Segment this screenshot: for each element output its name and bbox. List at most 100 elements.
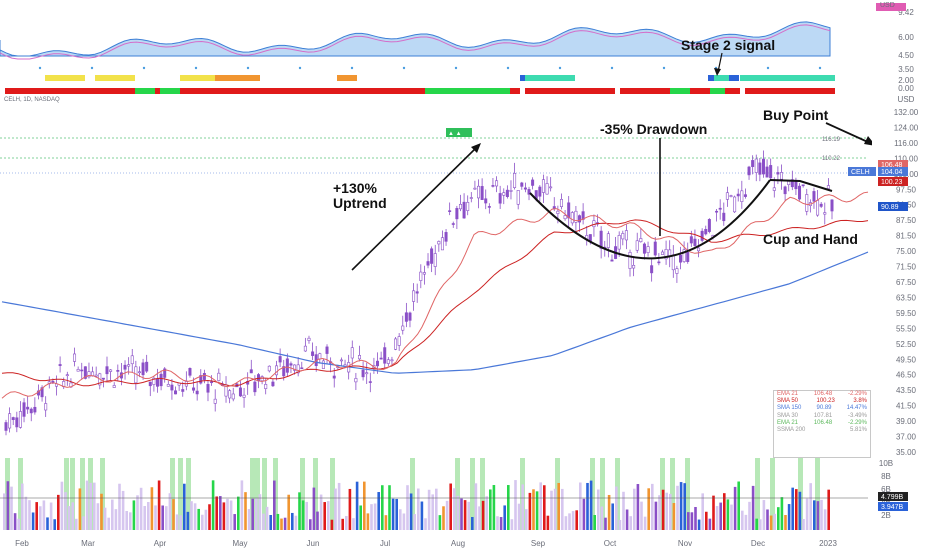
stage-segment [45,75,85,81]
volume-bar [615,486,618,530]
candle-body [765,166,769,178]
volume-bar [388,485,391,530]
legend-pct: 14.47% [846,405,867,412]
legend-pct: -2.29% [847,391,867,397]
legend-name: SMA 150 [777,405,802,412]
volume-highlight [250,458,255,530]
indicator-dot [610,66,614,70]
candle-body [610,259,614,262]
volume-bars [3,480,830,530]
volume-bar [363,481,366,530]
candle-body [693,238,697,246]
time-tick-label: Jul [380,539,390,548]
volume-bar [42,500,46,530]
indicator-dot [766,66,770,70]
candle-body [635,240,639,251]
price-tick-label: 59.50 [896,309,917,318]
volume-highlight [480,458,485,530]
candle-body [206,384,210,393]
price-tick-label: 116.00 [894,139,918,148]
volume-bar [813,500,816,530]
volume-bar [492,485,496,530]
candle-body [386,359,390,364]
volume-bar [240,480,244,530]
uptrend-pct-text: +130% [333,180,378,196]
candle-body [451,223,455,225]
volume-bar [690,512,694,530]
candle-body [379,357,383,360]
candle-body [267,365,271,372]
volume-bar [561,488,564,530]
candle-body [415,291,419,294]
candle-body [303,345,307,352]
volume-bar [78,488,82,530]
stage-segment [525,75,575,81]
stage-segment [215,75,260,81]
volume-bar [183,483,186,530]
candle-body [729,195,733,197]
candle-body [152,377,156,385]
candle-body [491,185,495,187]
volume-bar [424,518,427,530]
legend-value: 107.81 [813,412,833,419]
volume-bar [697,519,701,530]
volume-bar [100,493,103,530]
stage-segment [95,75,135,81]
legend-row: SSMA 200 5.81% [774,427,870,434]
indicator-dot [558,66,562,70]
candle-body [170,384,174,391]
candle-body [686,252,690,262]
volume-bar [647,488,650,530]
volume-bar [301,500,305,530]
volume-bar [413,514,416,530]
legend-row: SMA 30 107.81 -3.49% [774,413,870,420]
trend-segment [155,88,160,94]
candle-body [181,389,185,392]
price-tick-label: 75.00 [896,247,917,256]
candle-body [210,381,214,384]
volume-bar [438,515,442,530]
volume-bar [201,514,204,530]
volume-bar [759,519,762,530]
legend-name: SMA 50 [777,398,799,405]
volume-bar [827,489,830,530]
candle-body [426,261,430,266]
indicator-dot [142,66,146,70]
volume-highlight [80,458,85,530]
candle-body [642,243,646,254]
legend-name: SMA 30 [777,412,799,419]
volume-bar [611,503,614,530]
volume-bar [381,485,384,530]
volume-bar [730,504,733,530]
volume-tick-label: 10B [879,459,893,468]
legend-pct: -2.29% [847,419,867,426]
candle-body [217,372,221,381]
legend-row: EMA 21 106.48 -2.29% [774,391,870,398]
ma-legend: EMA 21 106.48 -2.29% SMA 50 100.23 3.8% SMA 15… [773,390,871,458]
volume-bar [557,482,560,530]
candle-body [722,212,726,222]
volume-bar [82,516,85,530]
legend-pct: -3.49% [847,412,867,419]
volume-bar [75,518,78,530]
candle-body [163,368,167,378]
candle-body [632,264,636,269]
volume-bar [733,486,737,530]
volume-bar [571,511,575,530]
volume-bar [208,504,211,530]
volume-bar [640,501,643,530]
volume-bar [10,486,13,530]
time-tick-label: Aug [451,539,465,548]
volume-badge [878,492,908,501]
volume-bar [665,492,668,530]
candle-body [541,179,545,193]
price-tick-label: 43.50 [896,386,917,395]
candle-body [404,312,408,322]
candle-body [278,356,282,363]
volume-bar [633,488,636,530]
candle-body [422,272,426,275]
trend-segment [180,88,335,94]
volume-bar [175,514,179,530]
candle-body [498,193,502,204]
time-tick-label: Sep [531,539,546,548]
